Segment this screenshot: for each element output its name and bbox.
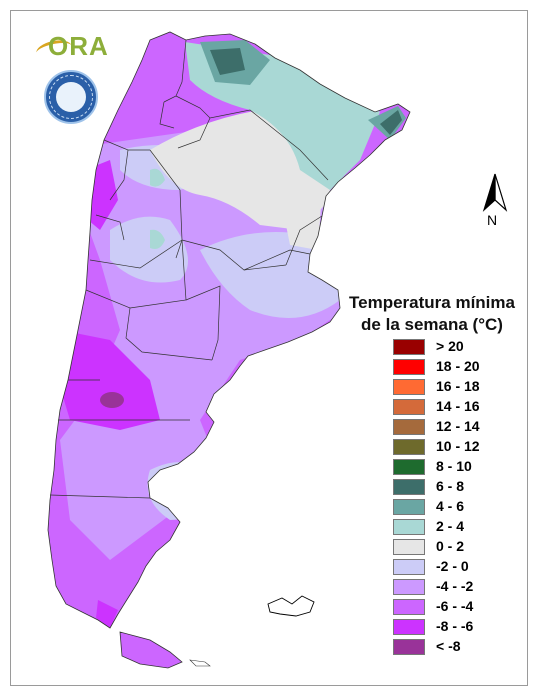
legend-item: 6 - 8 — [393, 477, 503, 497]
province-borders — [49, 39, 329, 499]
legend-label: 16 - 18 — [436, 378, 480, 394]
legend-swatch — [393, 599, 425, 615]
legend-label: 0 - 2 — [436, 538, 465, 554]
legend-label: 6 - 8 — [436, 478, 465, 494]
legend-swatch — [393, 559, 425, 575]
legend-item: -6 - -4 — [393, 597, 503, 617]
map-frame — [10, 10, 528, 686]
zone-minus8-minus6 — [58, 330, 160, 430]
legend-label: 2 - 4 — [436, 518, 465, 534]
legend-title-line2: de la semana (°C) — [361, 315, 503, 334]
legend: > 20 18 - 20 16 - 18 14 - 16 12 - 14 10 - 12 8… — [393, 337, 503, 657]
legend-swatch — [393, 639, 425, 655]
legend-label: -8 - -6 — [436, 618, 474, 634]
malvinas-islands — [267, 595, 315, 617]
legend-label: 8 - 10 — [436, 458, 472, 474]
legend-label: < -8 — [436, 638, 461, 654]
legend-swatch — [393, 539, 425, 555]
legend-swatch — [393, 579, 425, 595]
legend-item: 14 - 16 — [393, 397, 503, 417]
zone-6-8 — [210, 48, 245, 75]
legend-item: 16 - 18 — [393, 377, 503, 397]
legend-swatch — [393, 499, 425, 515]
legend-label: 18 - 20 — [436, 358, 480, 374]
legend-swatch — [393, 379, 425, 395]
legend-swatch — [393, 399, 425, 415]
north-arrow: N — [480, 172, 510, 232]
legend-item: 8 - 10 — [393, 457, 503, 477]
legend-label: 12 - 14 — [436, 418, 480, 434]
smn-seal-logo — [44, 70, 98, 124]
legend-label: -6 - -4 — [436, 598, 474, 614]
legend-swatch — [393, 519, 425, 535]
north-arrow-label: N — [487, 212, 498, 228]
legend-item: 18 - 20 — [393, 357, 503, 377]
country-border — [47, 31, 411, 629]
legend-label: 10 - 12 — [436, 438, 480, 454]
tierra-del-fuego — [119, 631, 183, 669]
legend-item: -8 - -6 — [393, 617, 503, 637]
legend-item: 4 - 6 — [393, 497, 503, 517]
zone-below-minus8 — [100, 392, 124, 408]
ora-logo: ORA — [34, 31, 109, 62]
legend-label: 14 - 16 — [436, 398, 480, 414]
legend-item: -2 - 0 — [393, 557, 503, 577]
legend-item: -4 - -2 — [393, 577, 503, 597]
legend-swatch — [393, 419, 425, 435]
legend-title: Temperatura mínima de la semana (°C) — [336, 292, 528, 336]
legend-item: 12 - 14 — [393, 417, 503, 437]
legend-swatch — [393, 339, 425, 355]
north-arrow-icon — [482, 173, 508, 212]
legend-label: -4 - -2 — [436, 578, 474, 594]
legend-swatch — [393, 439, 425, 455]
legend-swatch — [393, 359, 425, 375]
ora-logo-text: ORA — [48, 31, 109, 61]
legend-item: 10 - 12 — [393, 437, 503, 457]
legend-title-line1: Temperatura mínima — [349, 293, 515, 312]
legend-swatch — [393, 619, 425, 635]
legend-item: > 20 — [393, 337, 503, 357]
legend-item: 0 - 2 — [393, 537, 503, 557]
legend-label: > 20 — [436, 338, 464, 354]
legend-swatch — [393, 459, 425, 475]
legend-label: -2 - 0 — [436, 558, 469, 574]
legend-swatch — [393, 479, 425, 495]
legend-item: < -8 — [393, 637, 503, 657]
legend-item: 2 - 4 — [393, 517, 503, 537]
legend-label: 4 - 6 — [436, 498, 465, 514]
